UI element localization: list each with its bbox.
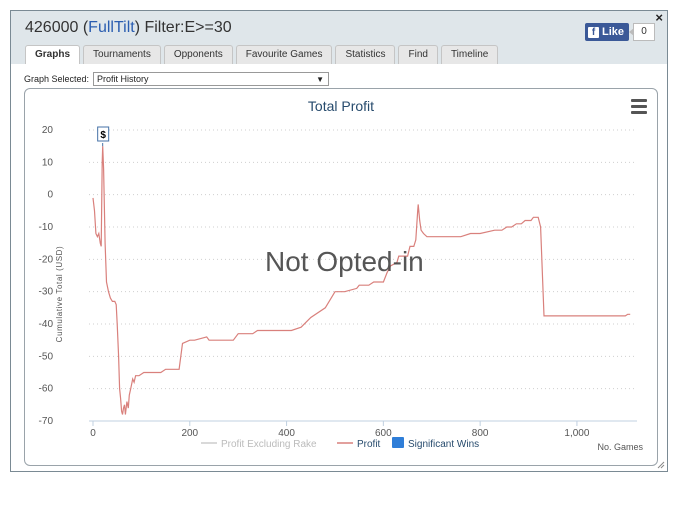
like-label: Like [602, 26, 625, 38]
profit-series-line [92, 146, 631, 415]
chart-legend: Profit Excluding Rake Profit Significant W… [201, 437, 479, 450]
x-tick-label: 400 [278, 428, 295, 439]
y-tick-label: -60 [39, 384, 54, 395]
filter-text: Filter:E>=30 [144, 19, 232, 36]
graph-selector-label: Graph Selected: [24, 74, 90, 84]
tab-favourite-games[interactable]: Favourite Games [235, 45, 333, 64]
legend-sig-wins-label: Significant Wins [408, 439, 479, 450]
site-link[interactable]: FullTilt [88, 19, 135, 36]
tab-graphs[interactable]: Graphs [25, 45, 81, 65]
tab-content: Graph Selected: Profit History ▼ 20 10 0 -1… [11, 64, 667, 471]
x-tick-label: 800 [472, 428, 489, 439]
like-count: 0 [629, 23, 656, 41]
significant-win-flag[interactable]: $ [97, 126, 110, 147]
graph-select-value: Profit History [97, 74, 149, 84]
y-tick-label: 20 [42, 125, 54, 136]
player-id: 426000 [25, 19, 79, 36]
y-tick-label: -70 [39, 416, 54, 427]
y-axis-label: Cumulative Total (USD) [55, 246, 64, 343]
y-tick-label: 0 [47, 190, 53, 201]
legend-profit-label: Profit [357, 439, 381, 450]
tab-find[interactable]: Find [398, 45, 438, 64]
tab-opponents[interactable]: Opponents [163, 45, 233, 64]
tab-bar: Graphs Tournaments Opponents Favourite G… [25, 45, 499, 65]
flag-label: $ [100, 130, 106, 141]
x-tick-label: 600 [375, 428, 392, 439]
window-title: 426000 (FullTilt) Filter:E>=30 [25, 19, 232, 36]
facebook-like-widget[interactable]: f Like 0 [585, 23, 656, 41]
graph-select[interactable]: Profit History ▼ [93, 72, 330, 86]
not-opted-in-watermark: Not Opted-in [265, 246, 424, 277]
legend-sig-wins-swatch [392, 437, 404, 448]
x-tick-label: 200 [181, 428, 198, 439]
player-graph-window: 426000 (FullTilt) Filter:E>=30 f Like 0 … [10, 10, 668, 472]
chart-container: 20 10 0 -10 -20 -30 -40 -50 -60 -70 0 200 400 600 800… [24, 88, 658, 466]
y-tick-label: -40 [39, 319, 54, 330]
resize-handle-icon[interactable] [657, 461, 665, 469]
y-tick-label: 10 [42, 157, 54, 168]
close-icon[interactable]: × [655, 10, 663, 25]
tab-tournaments[interactable]: Tournaments [83, 45, 161, 64]
chart-menu-icon[interactable] [631, 99, 647, 117]
dropdown-arrow-icon: ▼ [316, 75, 325, 84]
facebook-like-button[interactable]: f Like [585, 23, 630, 41]
y-tick-label: -50 [39, 351, 54, 362]
x-tick-label: 0 [90, 428, 96, 439]
tab-timeline[interactable]: Timeline [440, 45, 499, 64]
y-tick-label: -20 [39, 254, 54, 265]
facebook-icon: f [588, 26, 599, 38]
legend-excl-rake-label: Profit Excluding Rake [221, 439, 317, 450]
graph-selector-row: Graph Selected: Profit History ▼ [24, 72, 330, 86]
y-tick-label: -10 [39, 222, 54, 233]
y-tick-label: -30 [39, 287, 54, 298]
x-tick-label: 1,000 [564, 428, 589, 439]
chart-title: Total Profit [308, 98, 374, 114]
x-axis-label: No. Games [597, 442, 643, 452]
profit-chart: 20 10 0 -10 -20 -30 -40 -50 -60 -70 0 200 400 600 800… [39, 98, 644, 452]
flag-box [97, 126, 110, 142]
tab-statistics[interactable]: Statistics [335, 45, 396, 64]
